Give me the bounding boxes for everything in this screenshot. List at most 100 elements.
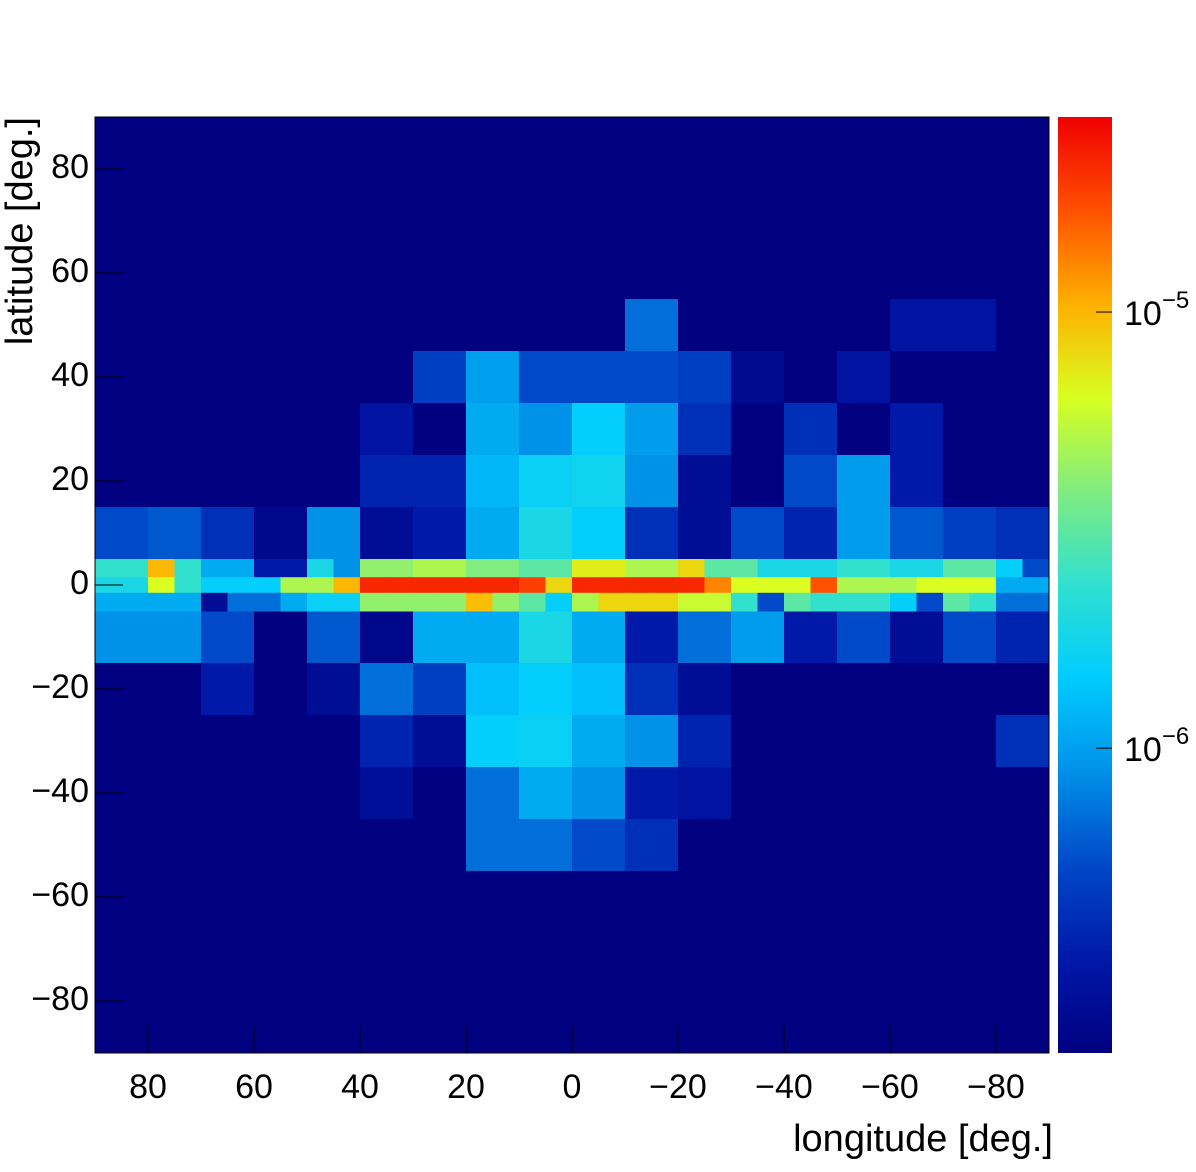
heatmap-cell	[625, 715, 679, 768]
x-tick-label: 40	[341, 1068, 379, 1106]
heatmap-cell	[572, 923, 626, 976]
heatmap-cell	[678, 975, 732, 1028]
heatmap-cell	[254, 871, 308, 924]
heatmap-cell	[413, 351, 467, 404]
heatmap-cell	[148, 592, 175, 612]
heatmap-cell	[678, 117, 732, 144]
heatmap-cell	[201, 247, 255, 300]
heatmap-cell	[837, 299, 891, 352]
heatmap-cell	[890, 715, 944, 768]
heatmap-cell	[95, 117, 149, 144]
heatmap-cell	[121, 577, 149, 594]
heatmap-cell	[996, 143, 1050, 196]
heatmap-cell	[784, 577, 811, 594]
heatmap-cell	[492, 592, 520, 612]
heatmap-cell	[254, 715, 308, 768]
heatmap-cell	[519, 299, 573, 352]
y-tick-label: 20	[51, 460, 89, 498]
heatmap-cell	[598, 559, 626, 578]
heatmap-cell	[651, 592, 679, 612]
heatmap-cell	[466, 299, 520, 352]
x-tick-label: 60	[235, 1068, 273, 1106]
heatmap-cell	[333, 559, 361, 578]
heatmap-cell	[731, 403, 785, 456]
heatmap-cell	[678, 403, 732, 456]
heatmap-cell	[784, 611, 838, 664]
heatmap-cell	[890, 559, 917, 578]
heatmap-cell	[413, 592, 440, 612]
heatmap-cell	[519, 1027, 573, 1054]
color-bar	[1058, 117, 1112, 1053]
heatmap-cell	[148, 715, 202, 768]
heatmap-cell	[519, 592, 546, 612]
heatmap-cell	[466, 767, 520, 820]
heatmap-cell	[784, 663, 838, 716]
y-tick-label: −80	[31, 980, 89, 1018]
heatmap-cell	[890, 592, 917, 612]
heatmap-cell	[254, 143, 308, 196]
heatmap-cell	[254, 767, 308, 820]
heatmap-cell	[307, 143, 361, 196]
heatmap-cell	[678, 455, 732, 508]
tick-base: 10	[1124, 731, 1162, 769]
heatmap-cell	[519, 819, 573, 872]
heatmap-cell	[148, 117, 202, 144]
heatmap-cell	[307, 819, 361, 872]
heatmap-cell	[572, 611, 626, 664]
heatmap-cell	[201, 715, 255, 768]
heatmap-cell	[757, 559, 785, 578]
heatmap-cell	[572, 143, 626, 196]
heatmap-cell	[996, 559, 1023, 578]
heatmap-cell	[148, 195, 202, 248]
heatmap-cell	[572, 559, 599, 578]
heatmap-cell	[731, 819, 785, 872]
heatmap-cell	[572, 715, 626, 768]
heatmap-cell	[519, 455, 573, 508]
heatmap-cell	[704, 559, 732, 578]
heatmap-cell	[996, 592, 1023, 612]
heatmap-cell	[360, 611, 414, 664]
heatmap-cell	[360, 559, 387, 578]
heatmap-cell	[784, 975, 838, 1028]
heatmap-cell	[890, 975, 944, 1028]
heatmap-cell	[545, 559, 573, 578]
heatmap-cell	[784, 559, 811, 578]
heatmap-cell	[360, 195, 414, 248]
heatmap-cell	[121, 592, 149, 612]
heatmap-cell	[890, 1027, 944, 1054]
heatmap-cell	[148, 351, 202, 404]
heatmap-cell	[572, 507, 626, 560]
heatmap-cell	[360, 975, 414, 1028]
heatmap-cell	[784, 871, 838, 924]
y-tick-label: 80	[51, 148, 89, 186]
heatmap-cell	[837, 663, 891, 716]
heatmap-cell	[784, 819, 838, 872]
heatmap-cell	[201, 767, 255, 820]
heatmap-cell	[678, 1027, 732, 1054]
heatmap-cell	[996, 455, 1050, 508]
y-tick-label: 40	[51, 356, 89, 394]
heatmap-cell	[307, 611, 361, 664]
heatmap-cell	[519, 507, 573, 560]
heatmap-cell	[731, 117, 785, 144]
heatmap-cell	[201, 611, 255, 664]
heatmap-cell	[943, 507, 997, 560]
heatmap-cell	[201, 351, 255, 404]
heatmap-cell	[174, 577, 202, 594]
x-axis-title: longitude [deg.]	[793, 1118, 1053, 1160]
heatmap-cell	[466, 455, 520, 508]
heatmap-cell	[360, 923, 414, 976]
heatmap-cell	[148, 247, 202, 300]
heatmap-cell	[572, 455, 626, 508]
heatmap-cell	[95, 507, 149, 560]
heatmap-cell	[625, 507, 679, 560]
heatmap-cell	[625, 975, 679, 1028]
heatmap-cell	[625, 767, 679, 820]
heatmap-cell	[943, 871, 997, 924]
heatmap-cell	[360, 403, 414, 456]
heatmap-cell	[969, 592, 997, 612]
heatmap-cell	[307, 767, 361, 820]
heatmap-cell	[519, 715, 573, 768]
heatmap-cell	[466, 663, 520, 716]
heatmap-cell	[280, 592, 308, 612]
